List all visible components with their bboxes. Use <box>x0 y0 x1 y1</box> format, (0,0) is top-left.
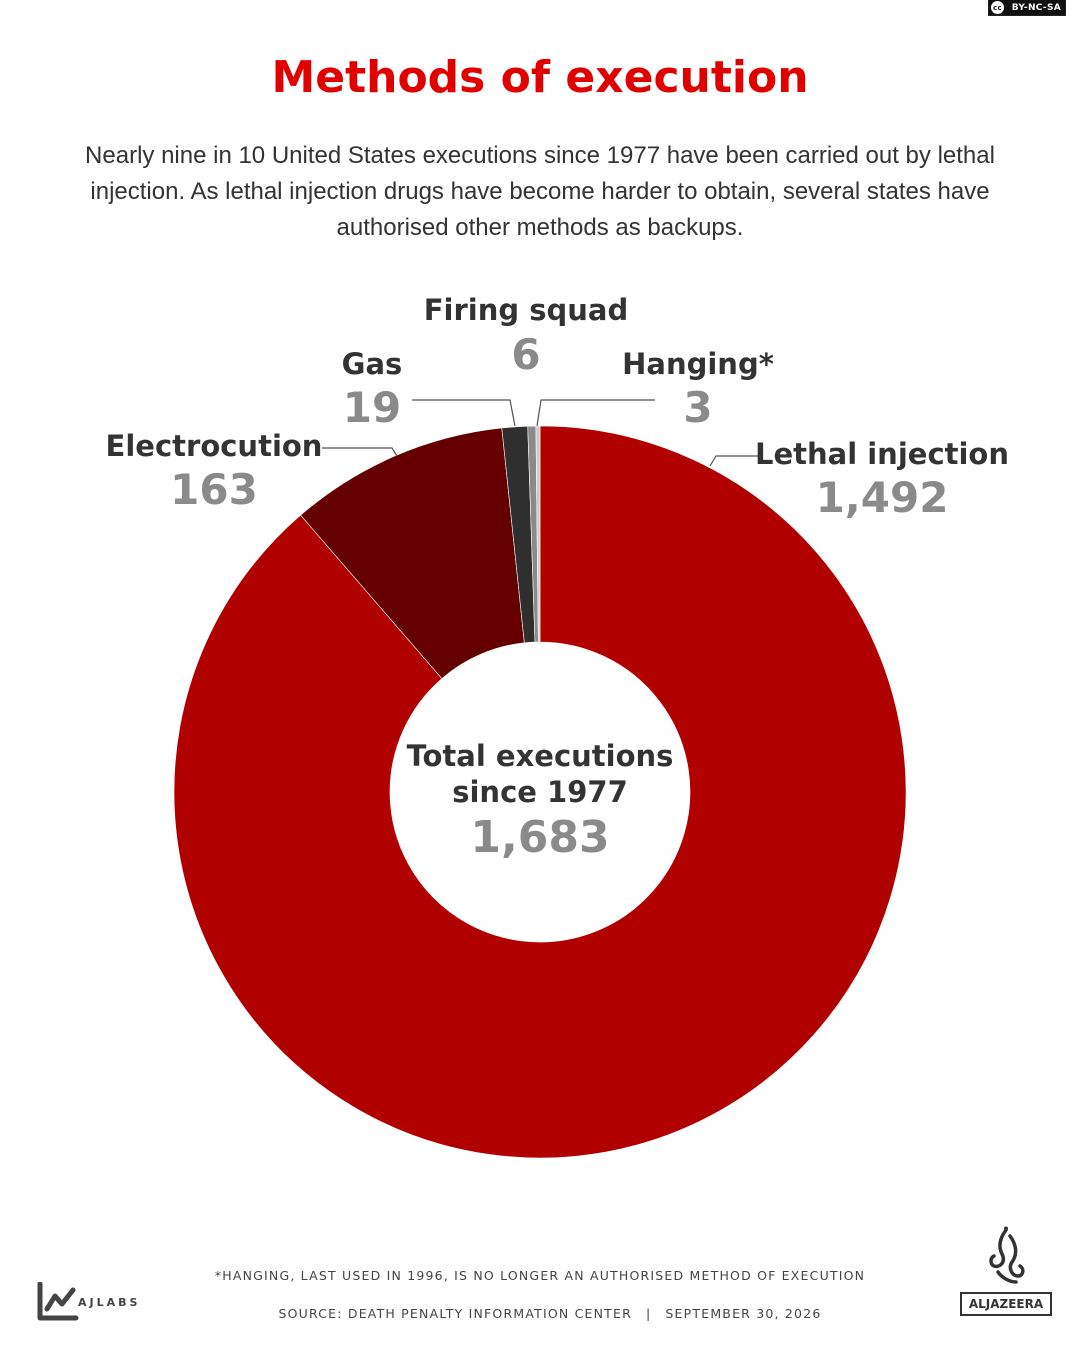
source-line: SOURCE: DEATH PENALTY INFORMATION CENTER… <box>0 1306 1080 1321</box>
leader-line-lethal-injection <box>709 455 758 467</box>
slice-label-hanging: Hanging* <box>622 347 774 381</box>
footnote: *HANGING, LAST USED IN 1996, IS NO LONGE… <box>214 1268 866 1283</box>
donut-slices <box>173 425 907 1159</box>
publish-date: SEPTEMBER 30, 2026 <box>665 1306 822 1321</box>
chart-subtitle: Nearly nine in 10 United States executio… <box>85 142 995 241</box>
source-separator: | <box>646 1306 652 1321</box>
leader-line-gas <box>412 399 516 427</box>
leader-lines <box>322 399 758 467</box>
slice-lethal-injection <box>173 425 907 1159</box>
ajlabs-logo-icon <box>37 1282 79 1321</box>
center-total-value: 1,683 <box>470 812 609 863</box>
center-label-line: since 1977 <box>452 775 628 809</box>
leader-line-hanging <box>536 399 655 427</box>
slice-value-firing-squad: 6 <box>511 330 540 379</box>
aljazeera-logo-text: ALJAZEERA <box>960 1292 1052 1316</box>
leader-line-electrocution <box>322 447 398 457</box>
slice-value-gas: 19 <box>343 383 401 432</box>
slice-label-gas: Gas <box>342 347 403 381</box>
slice-electrocution <box>300 427 525 679</box>
source-text: SOURCE: DEATH PENALTY INFORMATION CENTER <box>278 1306 632 1321</box>
slice-value-hanging: 3 <box>683 383 712 432</box>
center-label-line: Total executions <box>407 739 674 773</box>
creative-commons-icon: cc <box>991 1 1004 14</box>
slice-label-lethal-injection: Lethal injection <box>755 437 1009 471</box>
slice-value-electrocution: 163 <box>170 465 258 514</box>
aljazeera-emblem-icon <box>989 1226 1025 1284</box>
license-badge: cc BY-NC-SA <box>988 0 1066 16</box>
ajlabs-logo-text: AJLABS <box>78 1296 141 1309</box>
slice-label-electrocution: Electrocution <box>106 429 323 463</box>
chart-title: Methods of execution <box>271 52 809 103</box>
slice-value-lethal-injection: 1,492 <box>816 473 949 522</box>
license-text: BY-NC-SA <box>1011 2 1061 13</box>
slice-label-firing-squad: Firing squad <box>424 293 629 327</box>
